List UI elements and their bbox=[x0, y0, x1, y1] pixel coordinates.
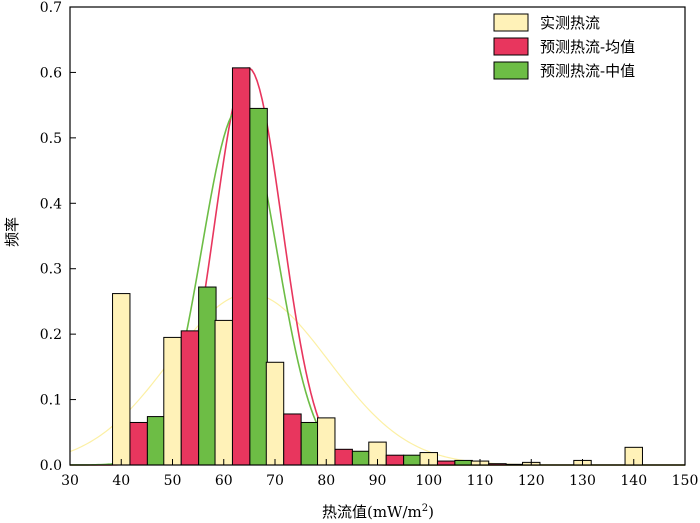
x-tick-label-90: 90 bbox=[369, 473, 387, 489]
fit-curves bbox=[69, 67, 685, 466]
bar-series-0-bin-1 bbox=[163, 336, 182, 466]
y-axis-label: 频率 bbox=[3, 217, 21, 247]
bar-series-0-bin-2 bbox=[214, 319, 233, 466]
bar-series-1-bin-5 bbox=[385, 454, 405, 466]
legend-label-1: 预测热流-均值 bbox=[540, 38, 635, 56]
x-tick-label-100: 100 bbox=[415, 473, 442, 489]
legend-swatch-2 bbox=[493, 61, 529, 80]
x-tick-label-130: 130 bbox=[569, 473, 596, 489]
fit-curve-1 bbox=[70, 67, 685, 466]
bar-series-2-bin-6 bbox=[454, 459, 473, 466]
legend-label-0: 实测热流 bbox=[540, 14, 600, 32]
bar-series-1-bin-0 bbox=[129, 421, 148, 466]
bar-series-2-bin-5 bbox=[403, 454, 422, 466]
y-tick-label-0.6: 0.6 bbox=[40, 65, 62, 81]
y-tick-label-0.1: 0.1 bbox=[40, 393, 62, 409]
x-tick-label-40: 40 bbox=[112, 473, 130, 489]
y-tick-label-0.7: 0.7 bbox=[40, 0, 62, 16]
y-tick-label-0: 0.0 bbox=[40, 458, 62, 474]
y-tick-label-0.3: 0.3 bbox=[40, 262, 62, 278]
bar-series-2-bin-0 bbox=[146, 416, 166, 466]
axes: 30 40 50 60 70 80 90 100 110 120 130 140 150 0.0 0.1 0.… bbox=[40, 0, 699, 489]
y-tick-label-0.4: 0.4 bbox=[40, 196, 62, 212]
x-axis-label-superscript: 2 bbox=[422, 503, 428, 514]
x-tick-label-80: 80 bbox=[317, 473, 335, 489]
x-tick-label-70: 70 bbox=[266, 473, 284, 489]
bar-series-2-bin-3 bbox=[300, 421, 320, 466]
bar-series-0-bin-4 bbox=[317, 417, 336, 466]
legend-swatch-0 bbox=[493, 13, 529, 32]
bar-series-0-bin-3 bbox=[265, 361, 285, 466]
fit-curve-2 bbox=[69, 107, 685, 466]
bar-series-1-bin-4 bbox=[334, 448, 353, 466]
x-tick-label-110: 110 bbox=[467, 473, 494, 489]
histogram-bars bbox=[112, 67, 643, 466]
legend-swatch-1 bbox=[493, 37, 529, 56]
legend-label-2: 预测热流-中值 bbox=[540, 62, 635, 80]
x-tick-label-140: 140 bbox=[620, 473, 647, 489]
bar-series-1-bin-3 bbox=[283, 413, 302, 466]
x-axis-label: 热流值(mW/m2) bbox=[322, 503, 434, 521]
x-tick-label-50: 50 bbox=[164, 473, 182, 489]
x-tick-label-150: 150 bbox=[672, 473, 699, 489]
x-tick-label-30: 30 bbox=[61, 473, 79, 489]
bar-series-1-bin-2 bbox=[231, 67, 251, 466]
bar-series-1-bin-1 bbox=[180, 330, 200, 466]
bar-series-2-bin-1 bbox=[198, 286, 217, 466]
x-tick-label-60: 60 bbox=[215, 473, 233, 489]
bar-series-2-bin-4 bbox=[351, 450, 371, 466]
bar-series-0-bin-0 bbox=[112, 293, 131, 466]
y-tick-label-0.2: 0.2 bbox=[40, 327, 62, 343]
y-tick-label-0.5: 0.5 bbox=[40, 131, 62, 147]
x-tick-label-120: 120 bbox=[518, 473, 545, 489]
bar-series-2-bin-2 bbox=[249, 107, 268, 466]
